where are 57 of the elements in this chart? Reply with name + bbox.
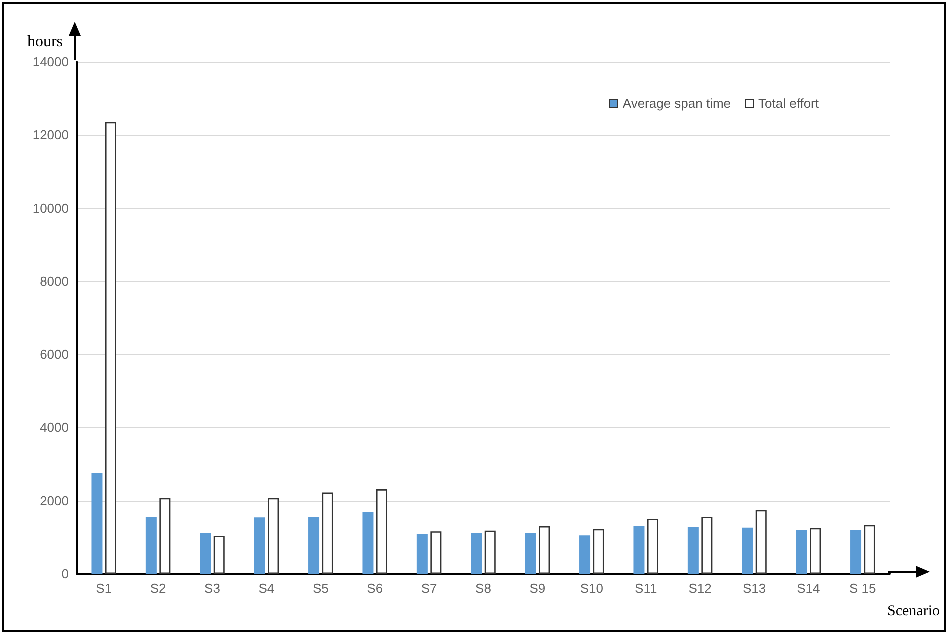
bar <box>376 490 388 574</box>
x-tick-label: S9 <box>530 581 546 596</box>
y-tick-label: 0 <box>62 566 69 582</box>
x-tick-label: S4 <box>258 581 275 596</box>
bar <box>688 527 699 574</box>
bar <box>214 536 225 574</box>
bar <box>539 526 550 574</box>
x-tick-label: S10 <box>580 581 604 596</box>
bar <box>430 532 442 574</box>
bar <box>200 533 212 574</box>
bar <box>160 498 171 574</box>
bar <box>634 526 645 574</box>
bar <box>308 516 320 574</box>
y-tick-label: 10000 <box>32 200 69 216</box>
bar <box>268 498 280 574</box>
bar <box>92 473 103 574</box>
bar <box>702 516 713 574</box>
bar <box>322 492 334 574</box>
legend-label: Total effort <box>758 96 820 111</box>
bar <box>105 122 116 574</box>
bar <box>796 530 808 574</box>
x-tick-label: S14 <box>797 581 820 596</box>
x-tick-label: S13 <box>742 581 766 596</box>
bar <box>484 530 496 574</box>
x-tick-label: S8 <box>476 581 492 596</box>
bar <box>416 534 428 574</box>
x-tick-label: S12 <box>688 581 712 596</box>
bar <box>254 518 266 574</box>
x-tick-label: S5 <box>312 581 329 596</box>
legend-label: Average span time <box>622 96 732 111</box>
bar <box>864 525 876 574</box>
y-tick-label: 8000 <box>40 274 69 289</box>
bar <box>850 530 862 574</box>
x-tick-label: S 15 <box>850 581 876 596</box>
y-tick-label: 2000 <box>40 493 69 508</box>
bar <box>580 536 591 574</box>
bar <box>362 512 374 574</box>
bar <box>593 529 604 574</box>
bar <box>742 528 754 574</box>
y-tick-label: 4000 <box>40 420 69 436</box>
x-axis-title: Scenario <box>888 604 940 620</box>
y-tick-label: 12000 <box>32 128 69 143</box>
bar <box>647 519 658 574</box>
bar <box>471 533 482 574</box>
x-tick-label: S6 <box>367 581 384 596</box>
x-tick-label: S7 <box>421 581 438 596</box>
bar <box>810 528 822 574</box>
x-tick-label: S1 <box>96 581 112 596</box>
y-axis-title: hours <box>27 34 63 50</box>
y-tick-label: 6000 <box>40 347 69 362</box>
bar <box>756 510 767 574</box>
x-tick-label: S3 <box>204 581 220 596</box>
bar <box>146 516 157 574</box>
x-tick-label: S2 <box>150 581 166 596</box>
x-tick-label: S11 <box>635 581 658 596</box>
y-tick-label: 14000 <box>32 54 69 70</box>
bar <box>525 533 536 574</box>
